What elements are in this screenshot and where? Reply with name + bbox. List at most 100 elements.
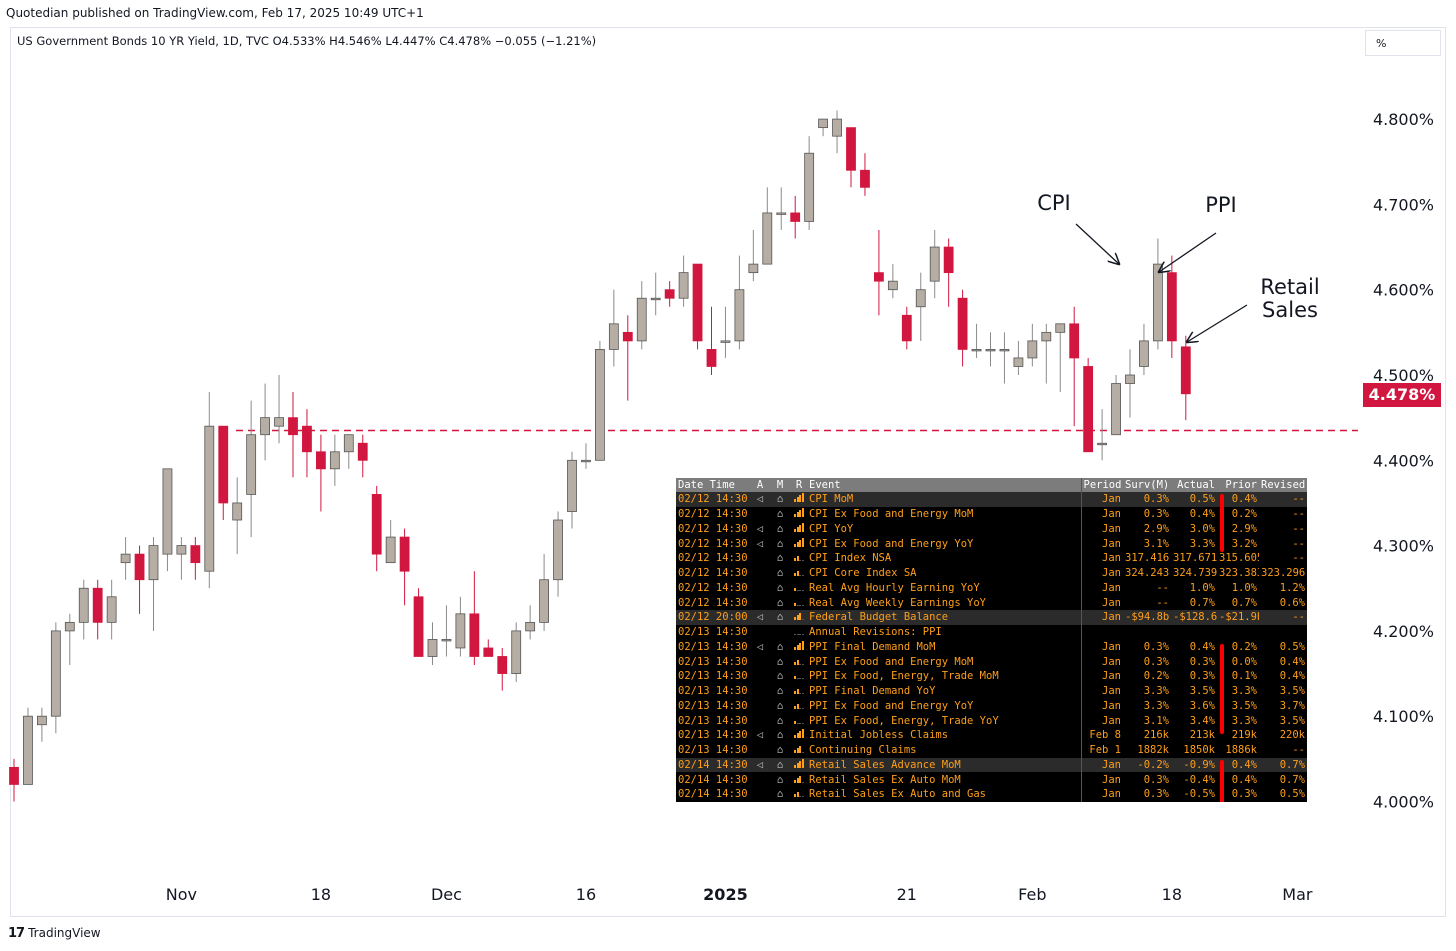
table-row[interactable]: 02/14 14:30 ⌂ Retail Sales Ex Auto MoM Jan 0… [676, 772, 1307, 787]
table-cell: 02/12 14:30 [678, 581, 748, 594]
candle [915, 272, 926, 341]
table-row[interactable]: 02/13 14:30 ⌂ PPI Ex Food, Energy, Trade M… [676, 669, 1307, 684]
table-cell: CPI MoM [807, 492, 1081, 507]
candle-body [148, 545, 159, 581]
table-row[interactable]: 02/13 14:30 Annual Revisions: PPI [676, 624, 1307, 640]
y-tick-label: 4.400% [1373, 451, 1434, 470]
candle-body [1083, 366, 1094, 453]
candle [567, 451, 577, 529]
tradingview-logo-icon: 17 [8, 926, 25, 941]
candle-body [720, 340, 731, 343]
table-cell: Jan [1080, 551, 1123, 566]
y-tick-label: 4.100% [1373, 707, 1434, 726]
candle-body [692, 263, 703, 342]
candle [1097, 409, 1107, 461]
x-tick-label: 21 [897, 885, 917, 904]
candle-body [50, 630, 61, 717]
bell-icon: ⌂ [776, 640, 784, 653]
table-cell: 0.3% [1143, 508, 1169, 521]
table-cell: 2.9% [1143, 522, 1169, 535]
table-cell: CPI Ex Food and Energy YoY [809, 537, 974, 550]
table-row[interactable]: 02/13 14:30 ◁ ⌂ PPI Final Demand MoM Jan 0.3%… [676, 639, 1307, 655]
candle [887, 264, 898, 299]
table-cell: 3.5% [1279, 714, 1305, 727]
candle [357, 434, 368, 478]
table-cell: -- [1156, 581, 1169, 594]
candle [818, 118, 828, 137]
table-row[interactable]: 02/12 14:30 ◁ ⌂ CPI YoY Jan 2.9% 3.0% 2.9% -- [676, 521, 1307, 537]
relevance-bars-icon [791, 772, 807, 787]
table-cell: Jan [1080, 654, 1123, 669]
table-cell: 0.7% [1189, 596, 1215, 609]
table-cell: Jan [1080, 506, 1123, 522]
annotation-arrow [1159, 232, 1217, 272]
alert-icon [751, 699, 769, 714]
table-row[interactable]: 02/12 14:30 ⌂ CPI Ex Food and Energy MoM Ja… [676, 506, 1307, 522]
candle-body [636, 297, 647, 342]
table-row[interactable]: 02/12 14:30 ⌂ Real Avg Hourly Earning YoY J… [676, 580, 1307, 596]
table-row[interactable]: 02/13 14:30 ⌂ PPI Ex Food and Energy MoM Ja… [676, 654, 1307, 669]
table-row[interactable]: 02/14 14:30 ◁ ⌂ Retail Sales Advance MoM Jan… [676, 757, 1307, 773]
y-tick-label: 4.700% [1373, 195, 1434, 214]
table-cell: 1886k [1225, 744, 1257, 757]
candle-body [1180, 346, 1191, 395]
relevance-bars-icon [791, 640, 807, 655]
table-cell: 02/13 14:30 [678, 626, 748, 639]
x-tick-label: 18 [311, 885, 331, 904]
scale-percent-button[interactable]: % [1365, 30, 1441, 56]
x-tick-label: Dec [431, 885, 462, 904]
table-row[interactable]: 02/12 20:00 ◁ ⌂ Federal Budget Balance Jan -$… [676, 610, 1307, 625]
candle-body [818, 118, 828, 129]
candle-body [497, 656, 508, 674]
table-cell: 0.2% [1231, 640, 1257, 653]
tradingview-logo: 17 TradingView [8, 926, 101, 941]
table-row[interactable]: 02/13 14:30 ⌂ Continuing Claims Feb 1 1882k 1… [676, 742, 1307, 758]
annotation-label: Retail Sales [1260, 275, 1319, 322]
candle [218, 425, 229, 521]
table-row[interactable]: 02/12 14:30 ◁ ⌂ CPI MoM Jan 0.3% 0.5% 0.4% -- [676, 492, 1307, 507]
candle [608, 289, 619, 367]
table-cell: -- [1292, 744, 1305, 757]
candle-body [650, 297, 661, 301]
table-cell: 0.3% [1189, 655, 1215, 668]
candles-layer [9, 110, 1191, 802]
relevance-bars-icon [791, 507, 807, 522]
candle-body [887, 280, 898, 291]
table-row[interactable]: 02/12 14:30 ⌂ Real Avg Weekly Earnings YoY… [676, 595, 1307, 610]
table-cell: Continuing Claims [809, 744, 917, 757]
table-cell: 317.671 [1173, 552, 1217, 565]
table-cell: -- [1156, 596, 1169, 609]
candle [190, 537, 201, 580]
alert-icon: ◁ [751, 757, 769, 773]
table-row[interactable]: 02/13 14:30 ⌂ PPI Ex Food, Energy, Trade Y… [676, 713, 1307, 728]
table-row[interactable]: 02/13 14:30 ⌂ PPI Final Demand YoY Jan 3.3% 3… [676, 683, 1307, 699]
table-cell: 0.7% [1231, 596, 1257, 609]
alert-icon: ◁ [756, 522, 764, 535]
x-tick-label: 2025 [703, 885, 748, 904]
table-row[interactable]: 02/13 14:30 ◁ ⌂ Initial Jobless Claims Feb 8… [676, 728, 1307, 743]
table-header-cell: M [769, 478, 791, 492]
table-cell [1259, 625, 1307, 640]
candle [957, 289, 968, 367]
candle [120, 537, 131, 580]
candle-body [929, 246, 940, 282]
table-cell: Jan [1080, 610, 1123, 625]
table-row[interactable]: 02/12 14:30 ⌂ CPI Index NSA Jan 317.416 317.6… [676, 551, 1307, 566]
candle [302, 409, 312, 478]
table-row[interactable]: 02/12 14:30 ⌂ CPI Core Index SA Jan 324.243 3… [676, 565, 1307, 581]
red-highlight-mark [1220, 494, 1224, 552]
table-row[interactable]: 02/13 14:30 ⌂ PPI Ex Food and Energy YoY Ja… [676, 698, 1307, 714]
candle [371, 485, 382, 572]
x-tick-label: 18 [1162, 885, 1182, 904]
bell-icon: ⌂ [776, 699, 784, 712]
table-cell: 3.5% [1189, 685, 1215, 698]
table-cell: PPI Ex Food and Energy MoM [809, 655, 974, 668]
candle-body [357, 442, 368, 461]
table-cell: 1.0% [1189, 581, 1215, 594]
alert-icon [751, 654, 769, 669]
candle [706, 306, 717, 375]
table-row[interactable]: 02/12 14:30 ◁ ⌂ CPI Ex Food and Energy YoY J… [676, 536, 1307, 551]
candle-body [1013, 357, 1024, 367]
table-row[interactable]: 02/14 14:30 ⌂ Retail Sales Ex Auto and Gas… [676, 787, 1307, 802]
